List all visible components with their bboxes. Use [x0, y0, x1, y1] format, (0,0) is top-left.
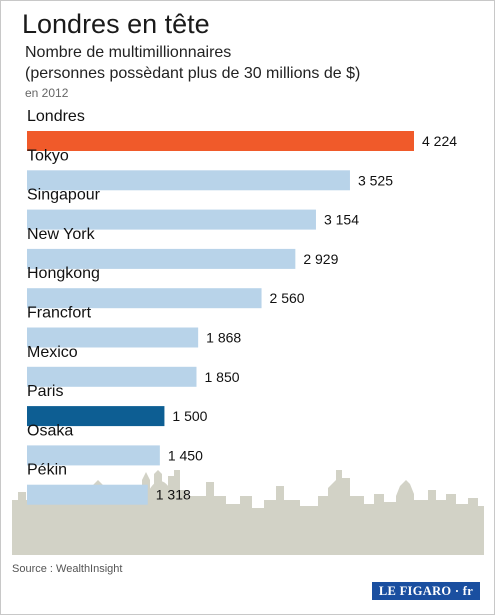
- le-figaro-logo[interactable]: LE FIGARO · fr: [372, 582, 480, 600]
- category-label-paris: Paris: [27, 383, 63, 400]
- value-label-londres: 4 224: [422, 133, 457, 149]
- skyline-dome: [148, 481, 172, 492]
- bar-singapour[interactable]: [27, 209, 316, 230]
- value-label-pekin: 1 318: [156, 487, 191, 503]
- value-label-singapour: 3 154: [324, 212, 359, 228]
- bar-hongkong[interactable]: [27, 288, 262, 309]
- chart-subtitle-line2: (personnes possèdant plus de 30 millions…: [25, 65, 361, 82]
- category-label-francfort: Francfort: [27, 305, 92, 322]
- category-label-tokyo: Tokyo: [27, 147, 69, 164]
- bar-mexico[interactable]: [27, 366, 197, 387]
- value-label-osaka: 1 450: [168, 447, 203, 463]
- bar-tokyo[interactable]: [27, 170, 350, 191]
- value-label-francfort: 1 868: [206, 330, 241, 346]
- category-label-hongkong: Hongkong: [27, 265, 100, 282]
- value-label-hongkong: 2 560: [270, 290, 305, 306]
- bar-paris[interactable]: [27, 406, 165, 427]
- bar-new-york[interactable]: [27, 248, 296, 269]
- chart-subtitle-line1: Nombre de multimillionnaires: [25, 44, 232, 61]
- bar-londres[interactable]: [27, 131, 414, 151]
- source-note: Source : WealthInsight: [12, 563, 123, 575]
- skyline-silhouette: [12, 470, 484, 555]
- category-label-londres: Londres: [27, 108, 85, 125]
- value-label-paris: 1 500: [172, 408, 207, 424]
- chart-title: Londres en tête: [22, 9, 210, 39]
- category-label-osaka: Osaka: [27, 422, 73, 439]
- category-label-new-york: New York: [27, 226, 96, 243]
- chart-year-note: en 2012: [25, 86, 69, 100]
- category-label-singapour: Singapour: [27, 187, 101, 204]
- value-label-tokyo: 3 525: [358, 172, 393, 188]
- city-skyline-illustration: [12, 470, 484, 555]
- category-label-pekin: Pékin: [27, 462, 67, 479]
- bar-osaka[interactable]: [27, 445, 160, 466]
- value-label-mexico: 1 850: [204, 369, 239, 385]
- category-label-mexico: Mexico: [27, 344, 78, 361]
- bar-francfort[interactable]: [27, 327, 199, 348]
- bar-pekin[interactable]: [27, 484, 148, 505]
- value-label-new-york: 2 929: [303, 251, 338, 267]
